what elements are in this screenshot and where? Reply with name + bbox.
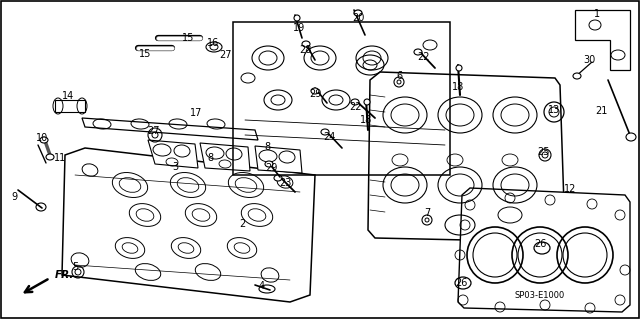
Text: 26: 26 [455,278,467,288]
Text: 29: 29 [265,163,277,173]
Text: 16: 16 [207,38,219,48]
Text: 4: 4 [259,281,265,291]
Text: 30: 30 [583,55,595,65]
Circle shape [425,218,429,222]
Ellipse shape [274,175,282,181]
Polygon shape [458,188,630,312]
Text: 28: 28 [299,45,311,55]
Text: 20: 20 [352,13,364,23]
Polygon shape [82,118,258,140]
Text: 3: 3 [172,162,178,172]
Text: 26: 26 [534,239,546,249]
Polygon shape [200,143,250,171]
Text: 5: 5 [72,262,78,272]
Text: 22: 22 [418,52,430,62]
Text: 22: 22 [349,102,362,112]
Circle shape [75,269,81,275]
Text: 11: 11 [54,153,66,163]
Text: 18: 18 [452,82,464,92]
Ellipse shape [40,137,48,143]
Polygon shape [575,10,630,70]
Polygon shape [255,146,302,173]
Polygon shape [55,100,85,112]
Ellipse shape [456,65,462,71]
Text: FR.: FR. [55,270,74,280]
Text: 17: 17 [190,108,202,118]
Text: SP03-E1000: SP03-E1000 [515,291,565,300]
Text: 14: 14 [62,91,74,101]
Text: 21: 21 [595,106,607,116]
Text: 15: 15 [182,33,194,43]
Polygon shape [62,148,315,302]
Ellipse shape [265,161,273,167]
Text: 7: 7 [424,208,430,218]
Text: 19: 19 [293,23,305,33]
Ellipse shape [354,10,362,16]
Ellipse shape [311,88,319,94]
Text: 1: 1 [594,9,600,19]
Text: 10: 10 [36,133,48,143]
Ellipse shape [294,15,300,21]
Polygon shape [368,72,565,242]
Ellipse shape [351,99,359,105]
Circle shape [542,152,548,158]
Text: 15: 15 [139,49,151,59]
Ellipse shape [414,49,422,55]
Ellipse shape [321,129,329,135]
Ellipse shape [302,41,310,47]
Text: 24: 24 [323,132,335,142]
Text: 6: 6 [396,71,402,81]
Ellipse shape [46,154,54,160]
Text: 27: 27 [147,126,159,136]
Text: 29: 29 [309,89,321,99]
Ellipse shape [626,133,636,141]
Text: 18: 18 [360,115,372,125]
Text: 12: 12 [564,184,576,194]
Text: 27: 27 [220,50,232,60]
Text: 8: 8 [207,153,213,163]
Circle shape [397,80,401,84]
Text: 23: 23 [279,178,291,188]
Text: 8: 8 [264,142,270,152]
Ellipse shape [364,99,370,105]
Text: 13: 13 [548,105,560,115]
Ellipse shape [573,73,581,79]
Text: 2: 2 [239,219,245,229]
Text: 25: 25 [537,147,549,157]
Polygon shape [148,140,198,168]
Text: 9: 9 [11,192,17,202]
